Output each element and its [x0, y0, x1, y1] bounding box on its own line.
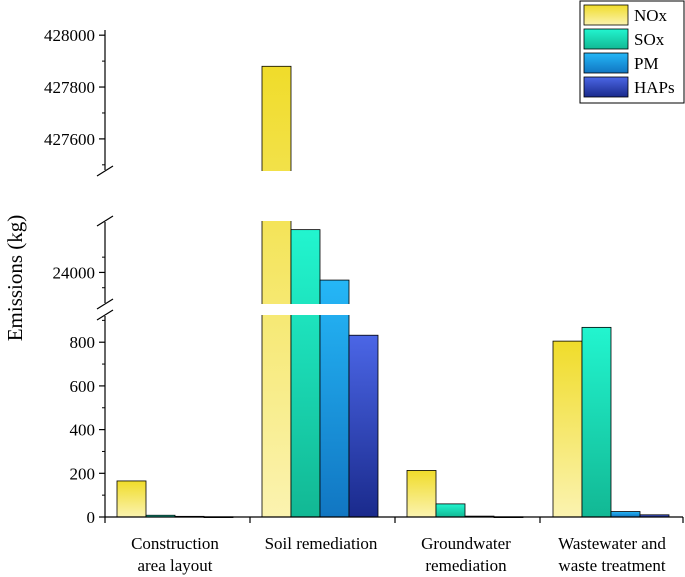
- legend-label-sox: SOx: [634, 30, 665, 49]
- bars-layer: [116, 65, 670, 518]
- bar-pm-3: [610, 511, 641, 518]
- y-tick-label: 600: [70, 377, 96, 396]
- axis-break-mark: [96, 165, 114, 177]
- y-tick-label: 427800: [44, 78, 95, 97]
- x-tick-label-line: Soil remediation: [265, 534, 378, 553]
- x-tick-label: Groundwater remediation: [421, 534, 511, 575]
- axis-break-mark: [96, 215, 114, 227]
- legend-swatch-sox: [583, 28, 629, 50]
- y-tick-label: 428000: [44, 26, 95, 45]
- bar-haps-1: [348, 334, 379, 518]
- y-tick-label: 200: [70, 464, 96, 483]
- axis-break-gap-0: [93, 304, 683, 315]
- x-tick-label-line: Groundwater: [421, 534, 511, 553]
- y-axis-label: Emissions (kg): [3, 215, 27, 342]
- bar-nox-2: [406, 470, 437, 518]
- legend-swatch-nox: [583, 4, 629, 26]
- x-tick-label-line: area layout: [137, 556, 212, 575]
- y-tick-label: 24000: [53, 263, 96, 282]
- y-tick-label: 427600: [44, 130, 95, 149]
- x-tick-label-line: waste treatment: [558, 556, 665, 575]
- bar-sox-2: [435, 503, 466, 518]
- bar-sox-3: [581, 326, 612, 518]
- axis-break-mark: [96, 298, 114, 310]
- axis-break-mark: [96, 309, 114, 321]
- legend-label-haps: HAPs: [634, 78, 675, 97]
- bar-nox-3: [552, 340, 583, 518]
- y-axis: 0 200 400 600 800 24000 427600 427800 428000: [44, 26, 106, 527]
- x-tick-label: Soil remediation: [265, 534, 378, 553]
- y-tick-label: 800: [70, 333, 96, 352]
- x-tick-label-line: Construction: [131, 534, 219, 553]
- legend-label-nox: NOx: [634, 6, 668, 25]
- legend-label-pm: PM: [634, 54, 659, 73]
- axis-break-gaps: [93, 165, 683, 321]
- y-tick-label: 400: [70, 421, 96, 440]
- axis-break-gap-1: [93, 171, 683, 221]
- bar-pm-1: [319, 279, 350, 518]
- x-tick-label-line: remediation: [425, 556, 507, 575]
- legend-swatch-pm: [583, 52, 629, 74]
- legend-swatch-haps: [583, 76, 629, 98]
- x-tick-label: Construction area layout: [131, 534, 219, 575]
- bar-nox-1: [261, 65, 292, 518]
- bar-sox-1: [290, 229, 321, 518]
- x-axis: Construction area layout Soil remediation G…: [104, 516, 684, 575]
- bar-nox-0: [116, 480, 147, 518]
- x-tick-label: Wastewater and waste treatment: [558, 534, 666, 575]
- y-tick-label: 0: [87, 508, 96, 527]
- legend: NOx SOx PM HAPs: [579, 0, 685, 104]
- x-tick-label-line: Wastewater and: [558, 534, 666, 553]
